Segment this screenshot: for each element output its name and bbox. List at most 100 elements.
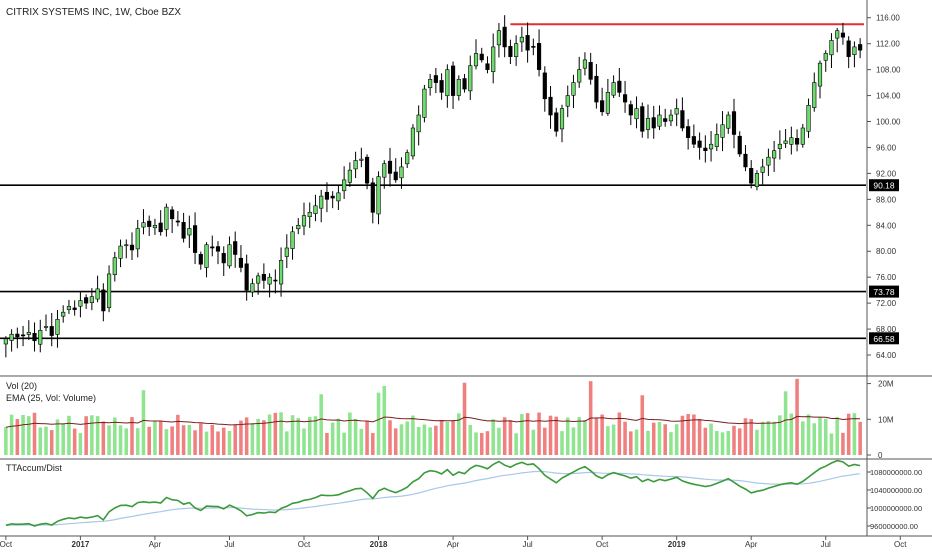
volume-bar (38, 427, 43, 455)
candle-body (577, 69, 582, 83)
volume-bar (737, 428, 742, 455)
candle-body (737, 135, 742, 155)
volume-bar (594, 418, 599, 455)
candle-body (129, 244, 135, 251)
volume-bar (302, 428, 306, 455)
volume-bar (634, 429, 639, 455)
volume-bar (67, 415, 71, 455)
candle-body (571, 82, 576, 96)
candle-body (617, 80, 622, 93)
horizontal-levels (0, 23, 866, 340)
volume-bar (153, 421, 157, 455)
candle-body (238, 257, 244, 268)
candle-body (342, 179, 347, 192)
time-tick-label: Jul (522, 540, 532, 549)
volume-bar (388, 420, 392, 455)
price-tick-label: 80.00 (876, 247, 897, 256)
volume-bar (669, 432, 673, 455)
candle-body (714, 134, 719, 147)
volume-bar (336, 418, 341, 455)
candle-body (686, 126, 691, 139)
level-label: 66.58 (873, 334, 895, 344)
price-tick-label: 108.00 (876, 66, 901, 75)
candle-body (347, 169, 352, 183)
candle-body (3, 338, 8, 345)
volume-bar (95, 416, 100, 455)
volume-ema-path (5, 415, 861, 428)
volume-bar (4, 427, 8, 455)
volume-bar (537, 412, 541, 455)
candle-body (78, 300, 83, 307)
volume-bar (445, 421, 450, 455)
candle-body (708, 143, 714, 150)
volume-bar (783, 391, 788, 455)
volume-bar (27, 416, 31, 455)
level-label-box (869, 332, 899, 345)
volume-bar (49, 430, 54, 455)
candle-body (519, 36, 524, 43)
candle-body (800, 127, 805, 145)
volume-bar (199, 423, 203, 455)
time-tick-label: 2019 (668, 540, 686, 549)
chart-title: CITRIX SYSTEMS INC, 1W, Cboe BZX (6, 7, 181, 18)
candle-body (66, 306, 72, 310)
candle-body (319, 195, 324, 209)
accum-tick-label: 1000000000.00 (870, 504, 922, 513)
candle-body (858, 44, 863, 51)
candle-body (760, 166, 765, 173)
accum-tick-label: 1080000000.00 (870, 468, 922, 477)
candle-body (588, 62, 593, 80)
time-tick-label: Oct (0, 540, 13, 549)
candle-body (267, 276, 272, 285)
candle-body (290, 231, 295, 249)
candle-body (181, 222, 186, 239)
volume-ema-line (5, 415, 861, 428)
candle-body (852, 46, 857, 55)
time-tick-label: Apr (745, 540, 758, 549)
volume-bar (135, 428, 140, 455)
price-tick-label: 76.00 (876, 273, 897, 282)
candle-body (559, 108, 565, 130)
candle-body (840, 32, 846, 38)
volume-bar (330, 422, 335, 455)
candle-body (456, 79, 461, 96)
candle-body (95, 288, 100, 300)
time-tick-label: 2018 (370, 540, 388, 549)
candle-body (525, 35, 530, 51)
candle-body (147, 220, 152, 227)
candle-body (450, 65, 456, 96)
candle-body (663, 118, 668, 122)
candle-body (697, 140, 702, 148)
candle-body (84, 297, 89, 304)
volume-bar (508, 420, 513, 455)
volume-bar (130, 417, 134, 455)
volume-bar (118, 425, 123, 455)
volume-bar (393, 428, 398, 455)
volume-bar (101, 421, 106, 455)
volume-bar (778, 415, 782, 455)
volume-bar (479, 432, 484, 455)
candle-body (118, 245, 123, 259)
level-label: 90.18 (873, 181, 895, 191)
volume-bar (187, 425, 192, 455)
volume-bar (72, 428, 77, 455)
candle-body (783, 140, 788, 144)
volume-bar (227, 430, 232, 455)
candle-body (565, 95, 570, 107)
price-candles (3, 15, 863, 358)
volume-bar (113, 417, 117, 455)
price-tick-label: 72.00 (876, 299, 897, 308)
price-tick-label: 84.00 (876, 221, 897, 230)
volume-bar (663, 424, 667, 455)
time-tick-label: Oct (298, 540, 311, 549)
volume-bar (743, 418, 748, 455)
volume-bar (439, 419, 444, 455)
volume-bar (262, 420, 266, 455)
volume-bar (21, 414, 25, 455)
time-tick-label: Oct (894, 540, 907, 549)
volume-bar (611, 424, 616, 455)
volume-bar (290, 415, 295, 455)
candle-body (112, 257, 117, 275)
